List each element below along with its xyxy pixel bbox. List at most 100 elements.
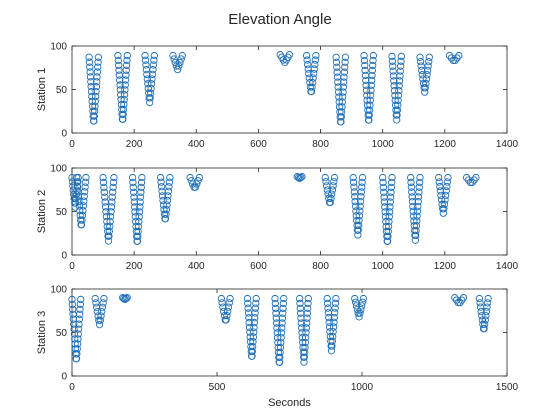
- data-point: [277, 338, 285, 347]
- data-point: [136, 203, 144, 211]
- data-point: [416, 53, 424, 61]
- data-point: [115, 66, 123, 74]
- data-point: [477, 307, 485, 316]
- y-axis-label: Station 1: [36, 68, 48, 111]
- data-point: [453, 54, 461, 62]
- data-point: [90, 107, 99, 115]
- data-point: [129, 178, 137, 187]
- data-point: [114, 56, 122, 65]
- data-point: [441, 191, 450, 200]
- x-tick-label: 800: [312, 139, 329, 150]
- data-point: [163, 196, 172, 205]
- data-point: [218, 299, 226, 307]
- data-point: [69, 305, 77, 313]
- data-point: [329, 328, 337, 336]
- data-point: [328, 342, 336, 350]
- data-point: [249, 338, 257, 346]
- data-point: [389, 67, 397, 75]
- data-point: [301, 343, 309, 352]
- data-point: [109, 178, 118, 187]
- y-tick-label: 50: [56, 85, 68, 96]
- data-point: [102, 208, 110, 216]
- data-point: [436, 187, 445, 195]
- x-tick-label: 1500: [496, 382, 519, 393]
- data-point: [279, 299, 288, 308]
- data-point: [69, 315, 78, 323]
- data-point: [394, 96, 402, 105]
- data-point: [397, 57, 405, 65]
- data-point: [173, 65, 182, 74]
- data-point: [78, 216, 86, 224]
- data-point: [92, 87, 100, 96]
- data-point: [73, 183, 82, 191]
- data-point: [298, 329, 306, 337]
- x-tick-label: 800: [312, 261, 329, 272]
- data-point: [470, 176, 478, 184]
- data-point: [408, 198, 417, 206]
- data-point: [302, 334, 310, 342]
- data-point: [120, 96, 128, 104]
- data-point: [150, 56, 158, 64]
- data-point: [136, 193, 145, 201]
- data-point: [339, 88, 347, 96]
- data-point: [323, 186, 332, 194]
- data-point: [385, 208, 394, 216]
- data-point: [94, 312, 102, 320]
- y-axis-label: Station 2: [36, 190, 48, 233]
- data-point: [385, 217, 393, 226]
- x-tick-label: 1400: [496, 261, 519, 272]
- data-point: [135, 217, 143, 226]
- data-point: [249, 342, 257, 351]
- data-series: [68, 294, 492, 366]
- data-point: [74, 335, 82, 343]
- data-point: [409, 202, 417, 211]
- data-point: [350, 183, 358, 191]
- data-point: [166, 173, 174, 182]
- data-point: [250, 318, 259, 327]
- data-point: [69, 182, 77, 190]
- data-point: [302, 51, 311, 60]
- data-point: [223, 312, 231, 320]
- x-tick-label: 1400: [496, 139, 519, 150]
- data-point: [129, 188, 138, 196]
- data-point: [94, 63, 102, 71]
- data-point: [390, 86, 399, 95]
- data-point: [334, 88, 343, 96]
- data-point: [98, 303, 107, 311]
- data-point: [383, 237, 392, 245]
- data-point: [411, 236, 419, 244]
- y-tick-label: 100: [50, 285, 67, 296]
- data-point: [99, 178, 108, 187]
- data-point: [93, 303, 101, 311]
- data-point: [96, 316, 104, 324]
- data-point: [122, 294, 130, 303]
- data-point: [108, 198, 116, 206]
- data-point: [330, 318, 338, 326]
- data-point: [119, 115, 127, 123]
- data-point: [78, 211, 87, 220]
- data-point: [105, 227, 113, 235]
- data-point: [93, 307, 102, 316]
- data-point: [121, 81, 129, 89]
- data-point: [164, 192, 172, 200]
- data-point: [413, 212, 421, 220]
- data-point: [334, 78, 342, 86]
- data-point: [357, 188, 366, 196]
- data-point: [310, 65, 318, 73]
- data-point: [91, 294, 99, 303]
- data-point: [349, 178, 358, 187]
- data-point: [101, 193, 109, 201]
- data-point: [245, 323, 254, 332]
- data-point: [276, 343, 285, 352]
- data-point: [367, 81, 375, 89]
- data-point: [414, 198, 422, 206]
- data-point: [435, 178, 443, 186]
- data-point: [98, 307, 106, 316]
- data-point: [107, 208, 115, 216]
- data-point: [354, 231, 362, 239]
- data-point: [365, 116, 373, 124]
- data-point: [385, 213, 393, 221]
- data-point: [333, 63, 341, 71]
- data-point: [119, 110, 127, 118]
- data-point: [455, 51, 463, 60]
